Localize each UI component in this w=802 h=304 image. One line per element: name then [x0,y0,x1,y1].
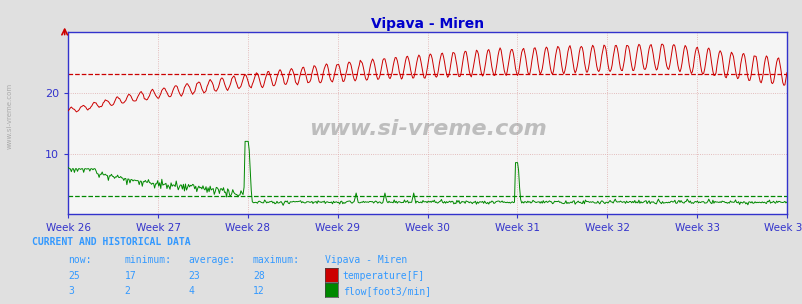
Text: 23: 23 [188,271,200,281]
Text: 4: 4 [188,286,194,296]
Text: average:: average: [188,255,236,265]
Text: CURRENT AND HISTORICAL DATA: CURRENT AND HISTORICAL DATA [32,237,191,247]
Text: maximum:: maximum: [253,255,300,265]
Title: Vipava - Miren: Vipava - Miren [371,17,484,31]
Text: 2: 2 [124,286,130,296]
Text: minimum:: minimum: [124,255,172,265]
Text: 17: 17 [124,271,136,281]
Text: 28: 28 [253,271,265,281]
Text: 25: 25 [68,271,80,281]
Text: Vipava - Miren: Vipava - Miren [325,255,407,265]
Text: flow[foot3/min]: flow[foot3/min] [342,286,431,296]
Text: now:: now: [68,255,91,265]
Text: 12: 12 [253,286,265,296]
Text: temperature[F]: temperature[F] [342,271,424,281]
Text: 3: 3 [68,286,74,296]
Text: www.si-vreme.com: www.si-vreme.com [308,119,546,139]
Text: www.si-vreme.com: www.si-vreme.com [6,82,13,149]
